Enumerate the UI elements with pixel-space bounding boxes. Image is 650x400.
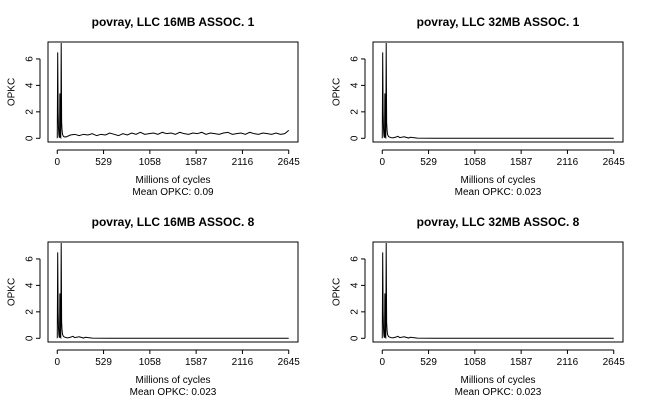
x-tick-label: 0 [54,357,60,368]
y-tick-label: 4 [350,82,361,88]
chart-panel-3: povray, LLC 16MB ASSOC. 8 0 529 1058 1587 211… [7,215,301,398]
x-tick-label: 1587 [185,157,208,168]
x-tick-label: 2645 [603,157,626,168]
y-tick-label: 4 [25,82,36,88]
chart-title: povray, LLC 16MB ASSOC. 1 [92,15,255,29]
x-tick-label: 1058 [139,157,162,168]
y-tick-label: 0 [350,135,361,141]
y-tick-label: 6 [350,56,361,62]
x-tick-label: 529 [420,357,437,368]
x-tick-label: 1058 [464,357,487,368]
x-tick-label: 2645 [278,357,301,368]
y-tick-label: 0 [350,335,361,341]
mean-opkc-note: Mean OPKC: 0.09 [132,187,214,198]
chart-title: povray, LLC 32MB ASSOC. 1 [417,15,580,29]
x-tick-label: 1587 [185,357,208,368]
y-axis-label: OPKC [7,78,18,106]
x-axis-label: Millions of cycles [460,175,535,186]
plot-frame [372,41,624,143]
x-tick-label: 0 [54,157,60,168]
y-tick-label: 0 [25,135,36,141]
x-tick-label: 1587 [510,357,533,368]
x-axis-label: Millions of cycles [460,375,535,386]
y-tick-label: 4 [25,282,36,288]
y-axis-label: OPKC [7,278,18,306]
chart-title: povray, LLC 32MB ASSOC. 8 [417,215,580,229]
y-tick-label: 2 [350,309,361,315]
x-tick-label: 1058 [464,157,487,168]
x-tick-label: 529 [95,157,112,168]
x-tick-label: 529 [420,157,437,168]
x-axis-label: Millions of cycles [135,375,210,386]
mean-opkc-note: Mean OPKC: 0.023 [455,187,542,198]
y-tick-label: 2 [350,109,361,115]
x-tick-label: 0 [379,157,385,168]
plot-frame [47,241,299,343]
plot-frame [372,241,624,343]
data-series-line [56,43,290,140]
data-series-line [381,243,614,340]
x-tick-label: 2116 [557,357,579,368]
data-series-line [381,43,614,140]
chart-panel-2: povray, LLC 32MB ASSOC. 1 0 529 1058 1587 211… [332,15,626,198]
y-axis-label: OPKC [332,278,343,306]
chart-panel-1: povray, LLC 16MB ASSOC. 1 0 529 1058 1587 211… [7,15,301,198]
y-tick-label: 4 [350,282,361,288]
mean-opkc-note: Mean OPKC: 0.023 [130,387,217,398]
y-tick-label: 2 [25,109,36,115]
y-tick-label: 6 [25,56,36,62]
y-tick-label: 6 [25,256,36,262]
x-tick-label: 2645 [278,157,301,168]
x-tick-label: 2116 [232,357,254,368]
data-series-line [56,243,289,340]
x-axis-label: Millions of cycles [135,175,210,186]
x-tick-label: 529 [95,357,112,368]
x-tick-label: 2116 [557,157,579,168]
chart-panel-4: povray, LLC 32MB ASSOC. 8 0 529 1058 1587 211… [332,215,626,398]
x-tick-label: 1587 [510,157,533,168]
plot-frame [47,41,299,143]
x-tick-label: 2645 [603,357,626,368]
y-tick-label: 0 [25,335,36,341]
y-tick-label: 6 [350,256,361,262]
x-tick-label: 2116 [232,157,254,168]
mean-opkc-note: Mean OPKC: 0.023 [455,387,542,398]
x-tick-label: 1058 [139,357,162,368]
chart-title: povray, LLC 16MB ASSOC. 8 [92,215,255,229]
x-tick-label: 0 [379,357,385,368]
y-axis-label: OPKC [332,78,343,106]
y-tick-label: 2 [25,309,36,315]
